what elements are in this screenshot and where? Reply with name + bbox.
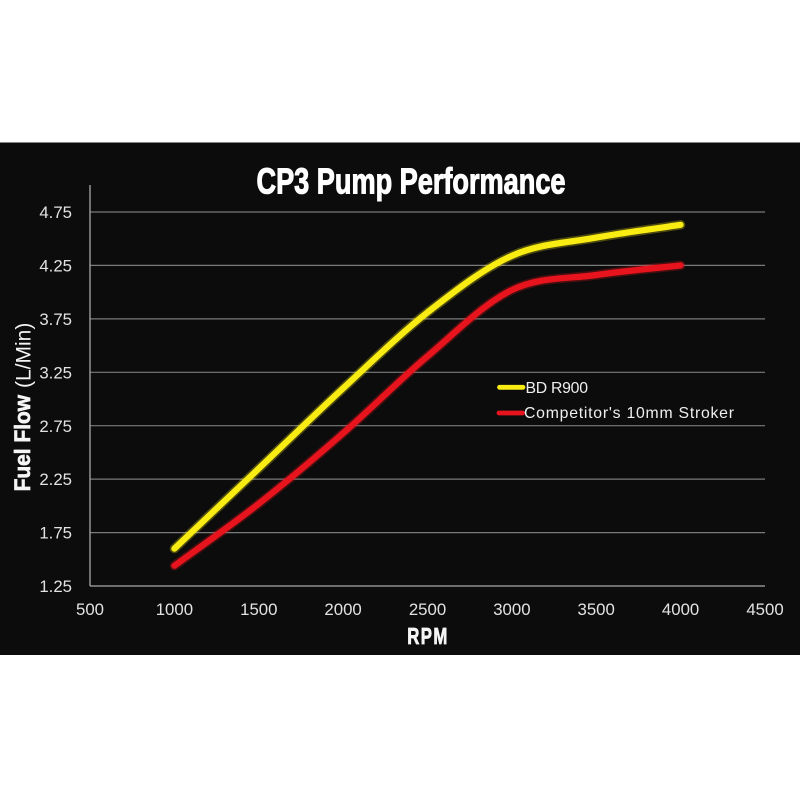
svg-text:4500: 4500 [746, 600, 783, 619]
svg-text:BD R900: BD R900 [526, 380, 589, 397]
svg-text:500: 500 [76, 600, 104, 619]
svg-text:1500: 1500 [240, 600, 277, 619]
svg-text:Competitor's 10mm Stroker: Competitor's 10mm Stroker [524, 405, 734, 422]
svg-text:2.25: 2.25 [39, 470, 72, 489]
svg-text:4000: 4000 [662, 600, 699, 619]
svg-text:1.25: 1.25 [39, 577, 72, 596]
svg-text:3.25: 3.25 [39, 363, 72, 382]
svg-text:(L/Min): (L/Min) [13, 323, 36, 388]
svg-text:2500: 2500 [409, 600, 446, 619]
svg-text:4.25: 4.25 [39, 257, 72, 276]
svg-text:3000: 3000 [493, 600, 530, 619]
svg-text:Fuel Flow: Fuel Flow [10, 394, 35, 491]
svg-text:1.75: 1.75 [39, 524, 72, 543]
svg-text:CP3 Pump Performance: CP3 Pump Performance [257, 161, 566, 202]
svg-text:2000: 2000 [324, 600, 361, 619]
svg-text:3.75: 3.75 [39, 310, 72, 329]
svg-text:1000: 1000 [156, 600, 193, 619]
svg-text:RPM: RPM [407, 623, 449, 649]
svg-text:3500: 3500 [578, 600, 615, 619]
svg-text:2.75: 2.75 [39, 417, 72, 436]
svg-text:4.75: 4.75 [39, 203, 72, 222]
